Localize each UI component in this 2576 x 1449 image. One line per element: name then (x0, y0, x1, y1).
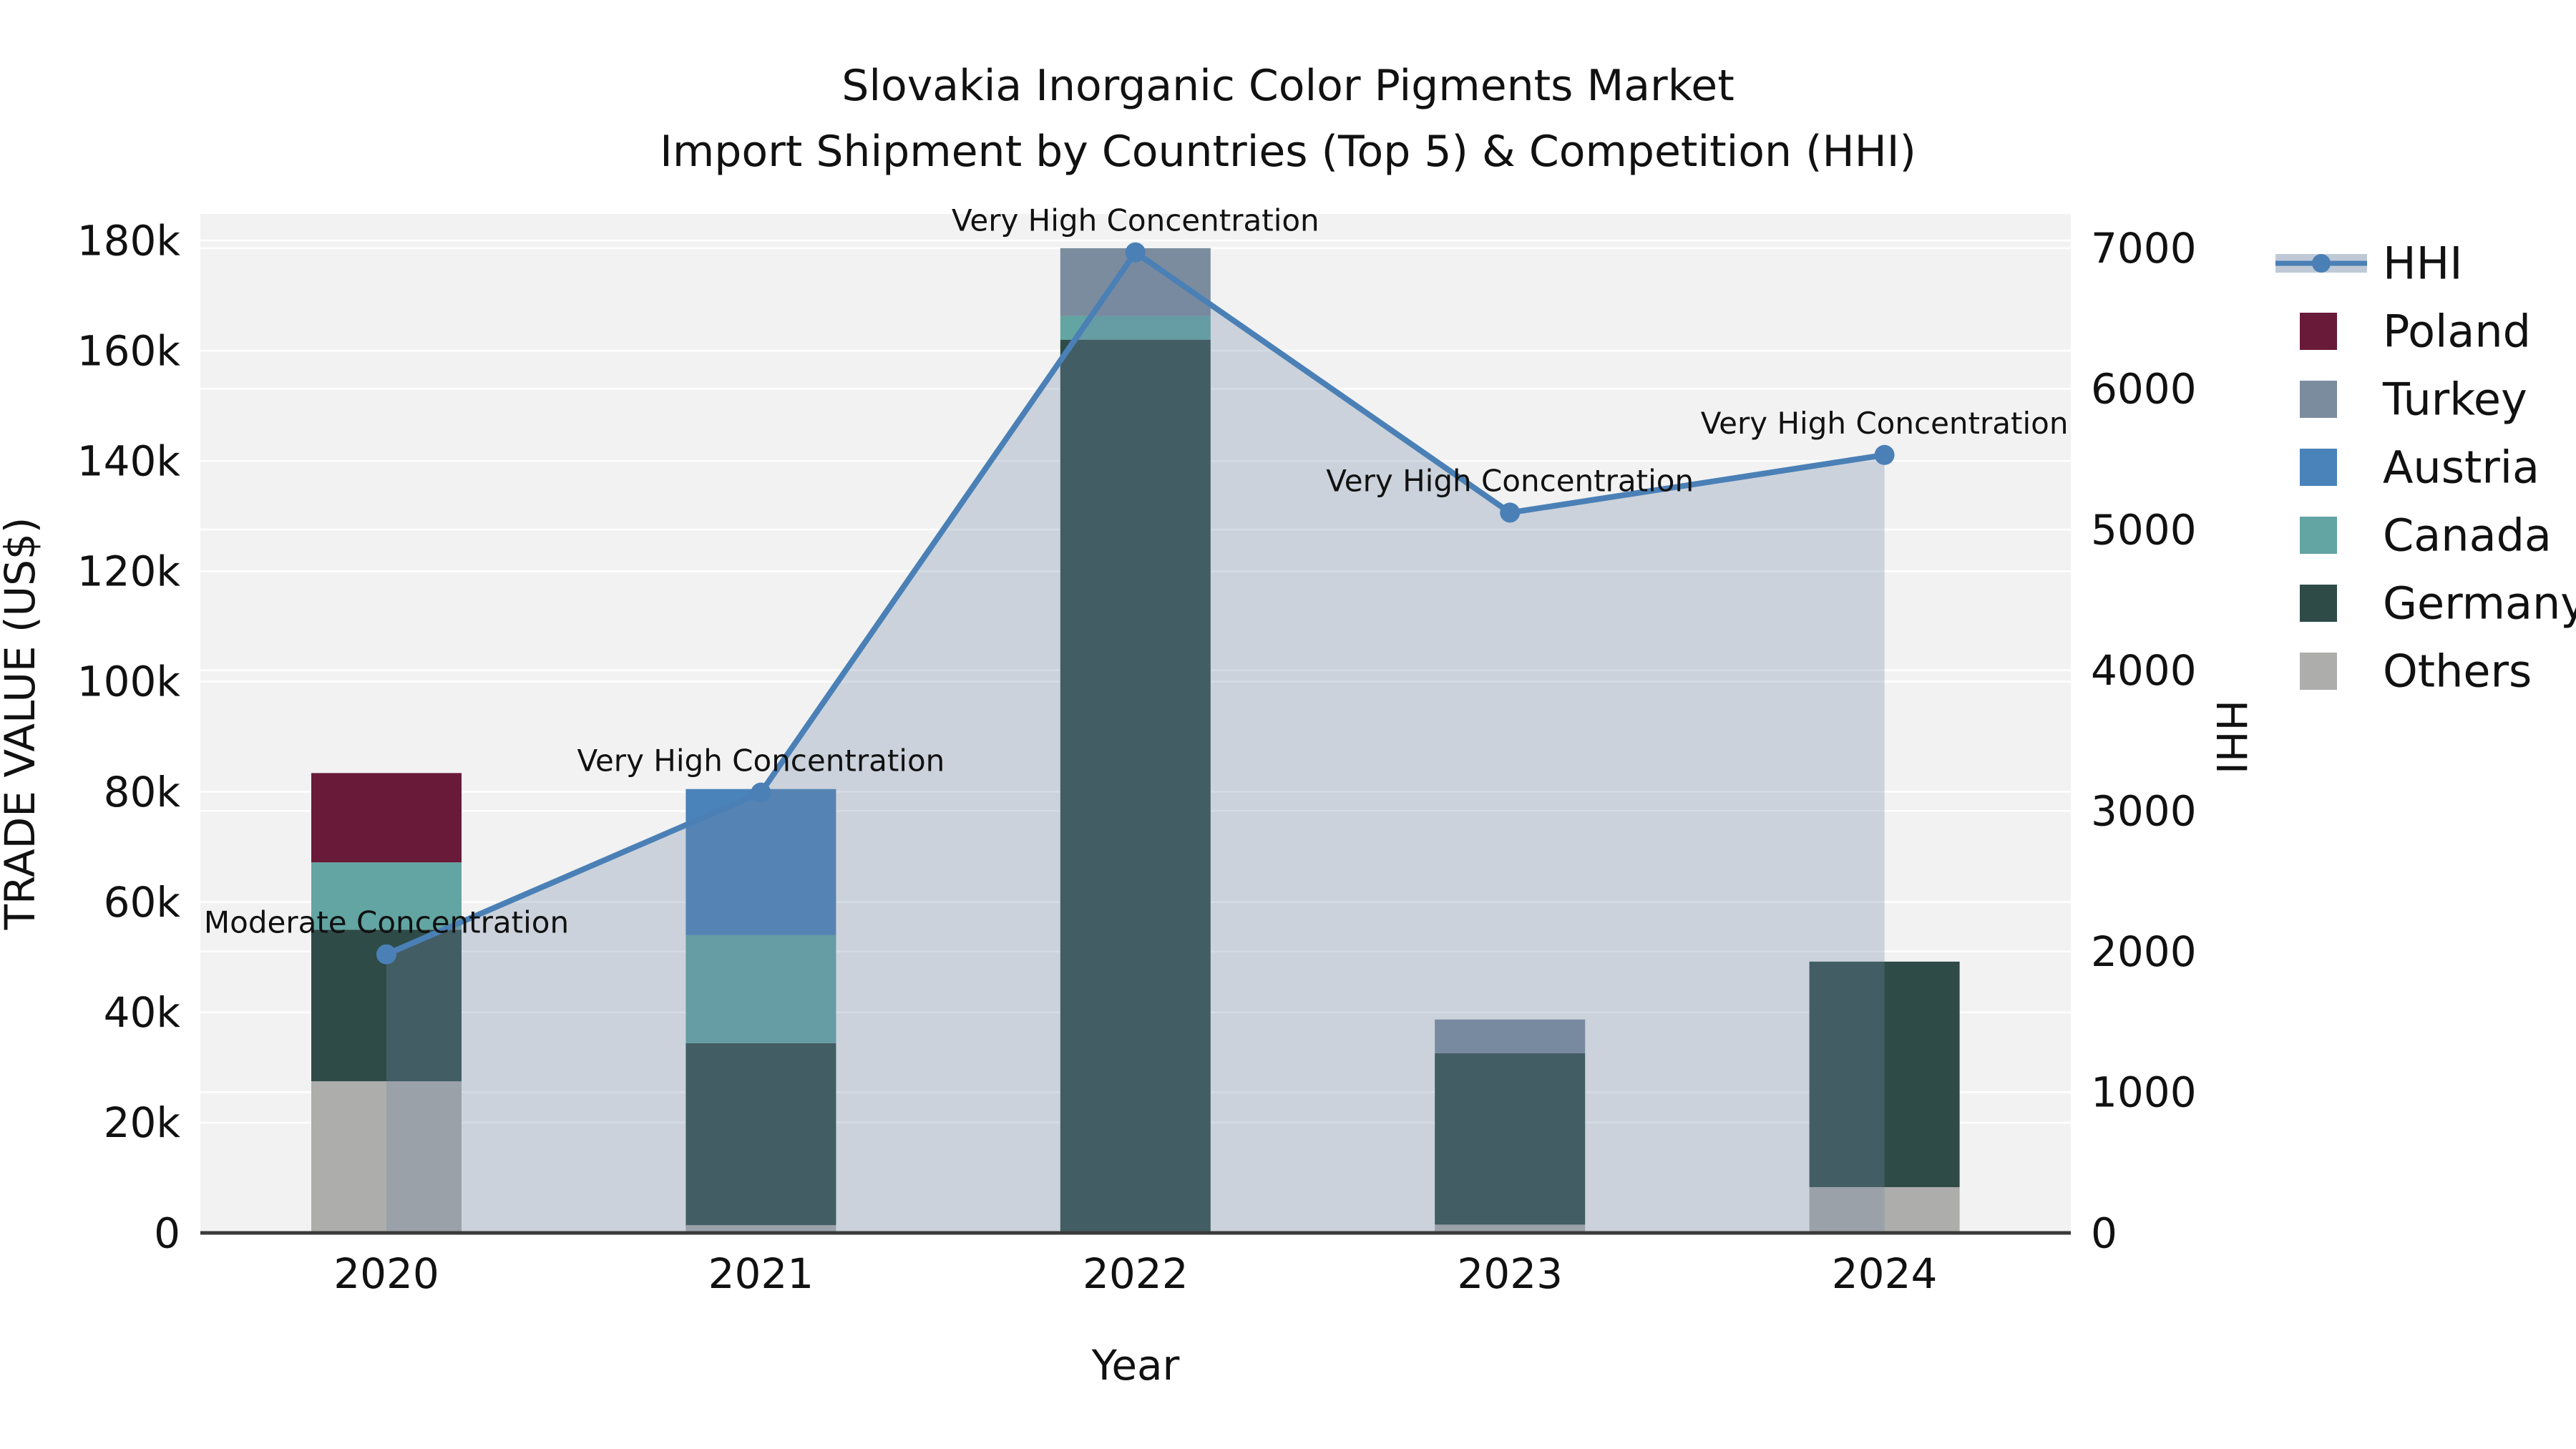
y-left-axis-label: TRADE VALUE (US$) (0, 517, 44, 931)
x-tick-2020: 2020 (333, 1249, 439, 1298)
annotation-2023: Very High Concentration (1326, 463, 1694, 498)
x-tick-2024: 2024 (1832, 1249, 1938, 1298)
legend-label-turkey: Turkey (2382, 374, 2527, 426)
y-right-tick-1000: 1000 (2091, 1068, 2197, 1117)
annotation-2022: Very High Concentration (952, 203, 1319, 238)
bar-segment-turkey-2023 (1435, 1019, 1586, 1053)
legend-label-poland: Poland (2383, 306, 2531, 358)
legend-item-hhi: HHI (2275, 238, 2463, 290)
legend-label-germany: Germany (2383, 577, 2576, 630)
annotation-2024: Very High Concentration (1701, 406, 2069, 441)
y-left-tick-40k: 40k (104, 988, 181, 1037)
y-left-tick-140k: 140k (77, 437, 181, 486)
x-tick-2022: 2022 (1083, 1249, 1189, 1298)
legend-item-germany: Germany (2300, 577, 2576, 630)
chart-title-line2: Import Shipment by Countries (Top 5) & C… (660, 127, 1916, 177)
hhi-marker-2022 (1125, 242, 1146, 263)
legend-swatch-others (2300, 653, 2337, 690)
annotation-2021: Very High Concentration (577, 743, 945, 779)
hhi-marker-2023 (1500, 502, 1521, 523)
legend-swatch-poland (2300, 313, 2337, 350)
y-right-axis-label: HHI (2207, 700, 2255, 774)
bar-segment-germany-2022 (1060, 339, 1211, 1234)
legend-swatch-turkey (2300, 381, 2337, 418)
bar-segment-canada-2021 (686, 935, 836, 1043)
bar-segment-germany-2021 (686, 1043, 836, 1226)
y-right-tick-4000: 4000 (2091, 646, 2197, 695)
hhi-marker-2024 (1874, 444, 1895, 465)
y-left-tick-100k: 100k (77, 658, 181, 706)
x-tick-2021: 2021 (708, 1249, 814, 1298)
bar-segment-others-2021 (686, 1225, 836, 1233)
y-left-tick-160k: 160k (77, 326, 181, 375)
y-right-tick-3000: 3000 (2091, 787, 2197, 836)
legend-hhi-marker-icon (2312, 254, 2331, 273)
legend-swatch-austria (2300, 449, 2337, 486)
plot-area: Moderate Concentration Very High Concentr… (77, 203, 2197, 1298)
bar-segment-others-2023 (1435, 1224, 1586, 1233)
bar-segment-germany-2024 (1809, 961, 1960, 1188)
legend-label-canada: Canada (2383, 509, 2552, 562)
legend-item-poland: Poland (2300, 306, 2531, 358)
y-left-tick-120k: 120k (77, 547, 181, 596)
y-right-tick-6000: 6000 (2091, 365, 2197, 414)
legend-label-others: Others (2383, 645, 2532, 698)
chart-title-line1: Slovakia Inorganic Color Pigments Market (841, 61, 1735, 111)
legend-label-hhi: HHI (2383, 238, 2463, 290)
hhi-marker-2020 (376, 944, 396, 965)
y-right-tick-0: 0 (2091, 1209, 2117, 1257)
bar-segment-others-2024 (1809, 1187, 1960, 1233)
y-left-tick-0: 0 (154, 1209, 180, 1257)
y-right-tick-7000: 7000 (2091, 224, 2197, 273)
x-axis-label: Year (1091, 1341, 1180, 1390)
y-right-tick-5000: 5000 (2091, 505, 2197, 554)
legend: HHI Poland Turkey Austria Canada Germany Other… (2275, 238, 2576, 698)
annotation-2020: Moderate Concentration (204, 905, 569, 940)
bar-segment-germany-2023 (1435, 1053, 1586, 1225)
legend-swatch-canada (2300, 517, 2337, 554)
y-left-tick-20k: 20k (104, 1098, 181, 1147)
y-right-tick-2000: 2000 (2091, 927, 2197, 976)
legend-label-austria: Austria (2383, 441, 2540, 494)
bar-segment-canada-2020 (311, 862, 462, 930)
legend-item-austria: Austria (2300, 441, 2540, 494)
legend-item-canada: Canada (2300, 509, 2552, 562)
hhi-marker-2021 (751, 782, 771, 803)
y-left-tick-60k: 60k (104, 878, 181, 927)
x-tick-2023: 2023 (1457, 1249, 1563, 1298)
hhi-area-fill (386, 252, 1885, 1233)
y-left-tick-180k: 180k (77, 216, 181, 265)
bar-segment-poland-2020 (311, 773, 462, 863)
legend-item-others: Others (2300, 645, 2532, 698)
legend-swatch-germany (2300, 585, 2337, 622)
bar-segment-others-2020 (311, 1081, 462, 1233)
legend-item-turkey: Turkey (2300, 374, 2527, 426)
y-left-tick-80k: 80k (104, 768, 181, 816)
